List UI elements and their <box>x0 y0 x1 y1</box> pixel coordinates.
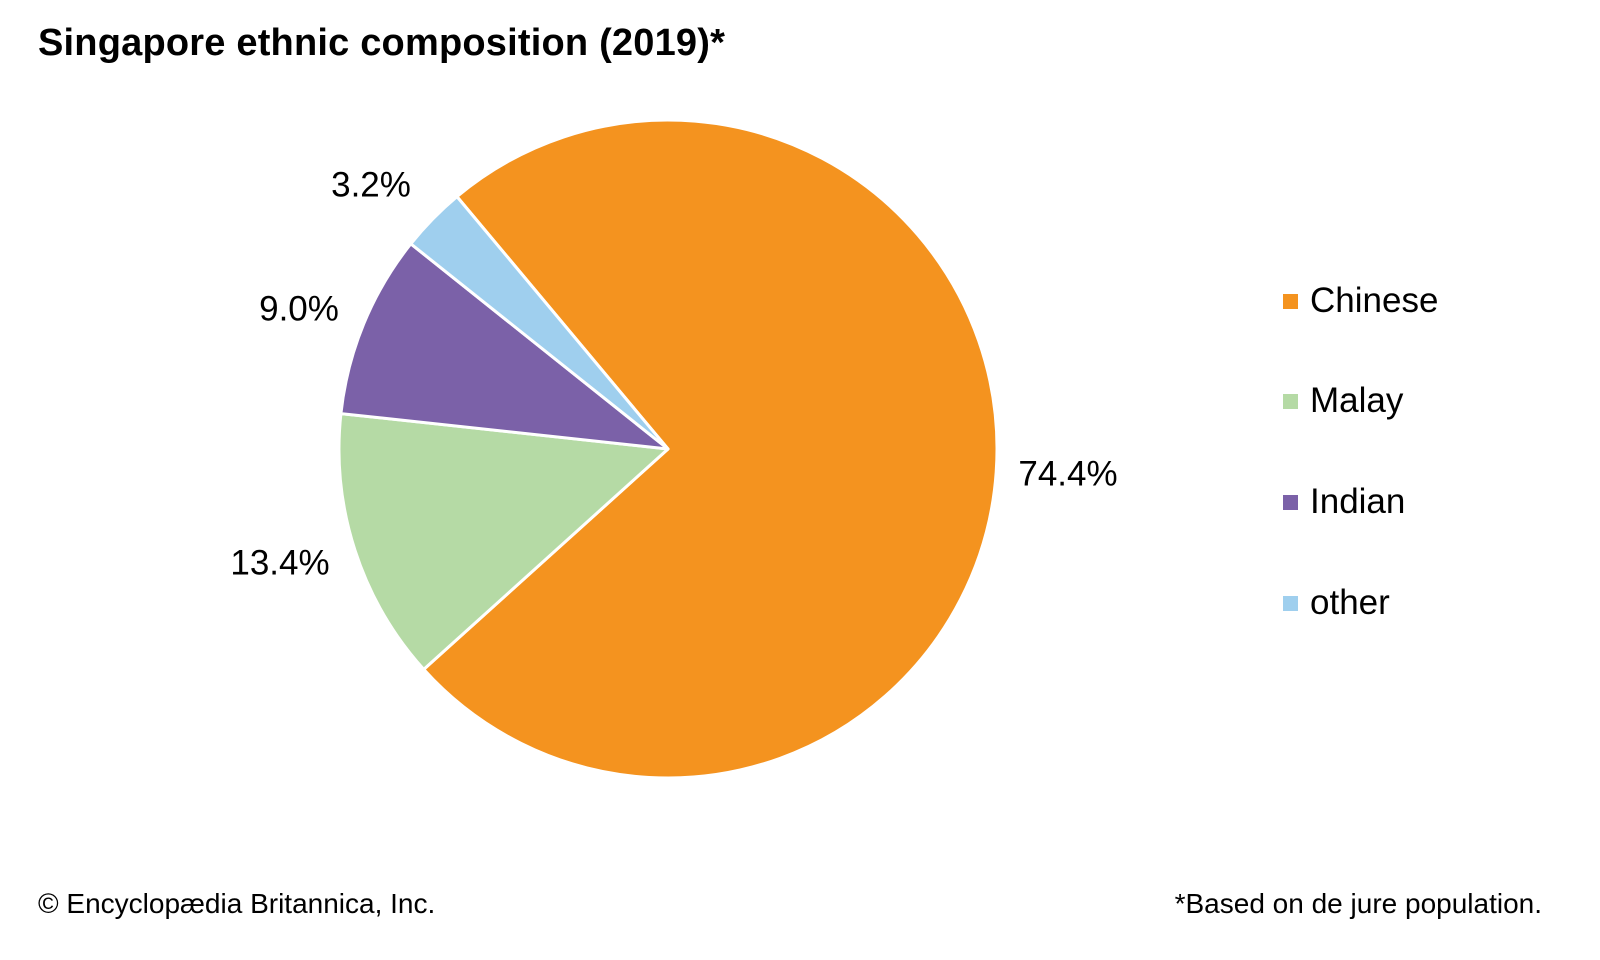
pie-slice-other <box>409 195 670 451</box>
copyright-text: © Encyclopædia Britannica, Inc. <box>38 888 436 919</box>
legend-label: Malay <box>1310 381 1404 420</box>
chart-title: Singapore ethnic composition (2019)* <box>38 22 726 64</box>
legend-swatch <box>1283 293 1298 309</box>
legend-item-indian: Indian <box>1283 482 1405 522</box>
data-label-other: 3.2% <box>331 165 411 204</box>
legend-swatch <box>1283 393 1298 409</box>
legend-item-malay: Malay <box>1283 381 1403 421</box>
pie-slice-malay <box>337 412 670 671</box>
data-label-indian: 9.0% <box>259 289 339 328</box>
pie-slice-chinese <box>422 118 999 780</box>
data-label-malay: 13.4% <box>230 543 329 582</box>
legend-label: Indian <box>1310 482 1406 521</box>
legend-swatch <box>1283 494 1298 510</box>
legend-label: Chinese <box>1310 281 1439 320</box>
footnote-text: *Based on de jure population. <box>1174 888 1542 919</box>
legend-item-chinese: Chinese <box>1283 281 1438 321</box>
data-label-chinese: 74.4% <box>1018 454 1117 493</box>
legend-label: other <box>1310 583 1390 622</box>
pie-slice-indian <box>339 242 670 451</box>
legend-item-other: other <box>1283 583 1390 623</box>
legend-swatch <box>1283 595 1298 611</box>
